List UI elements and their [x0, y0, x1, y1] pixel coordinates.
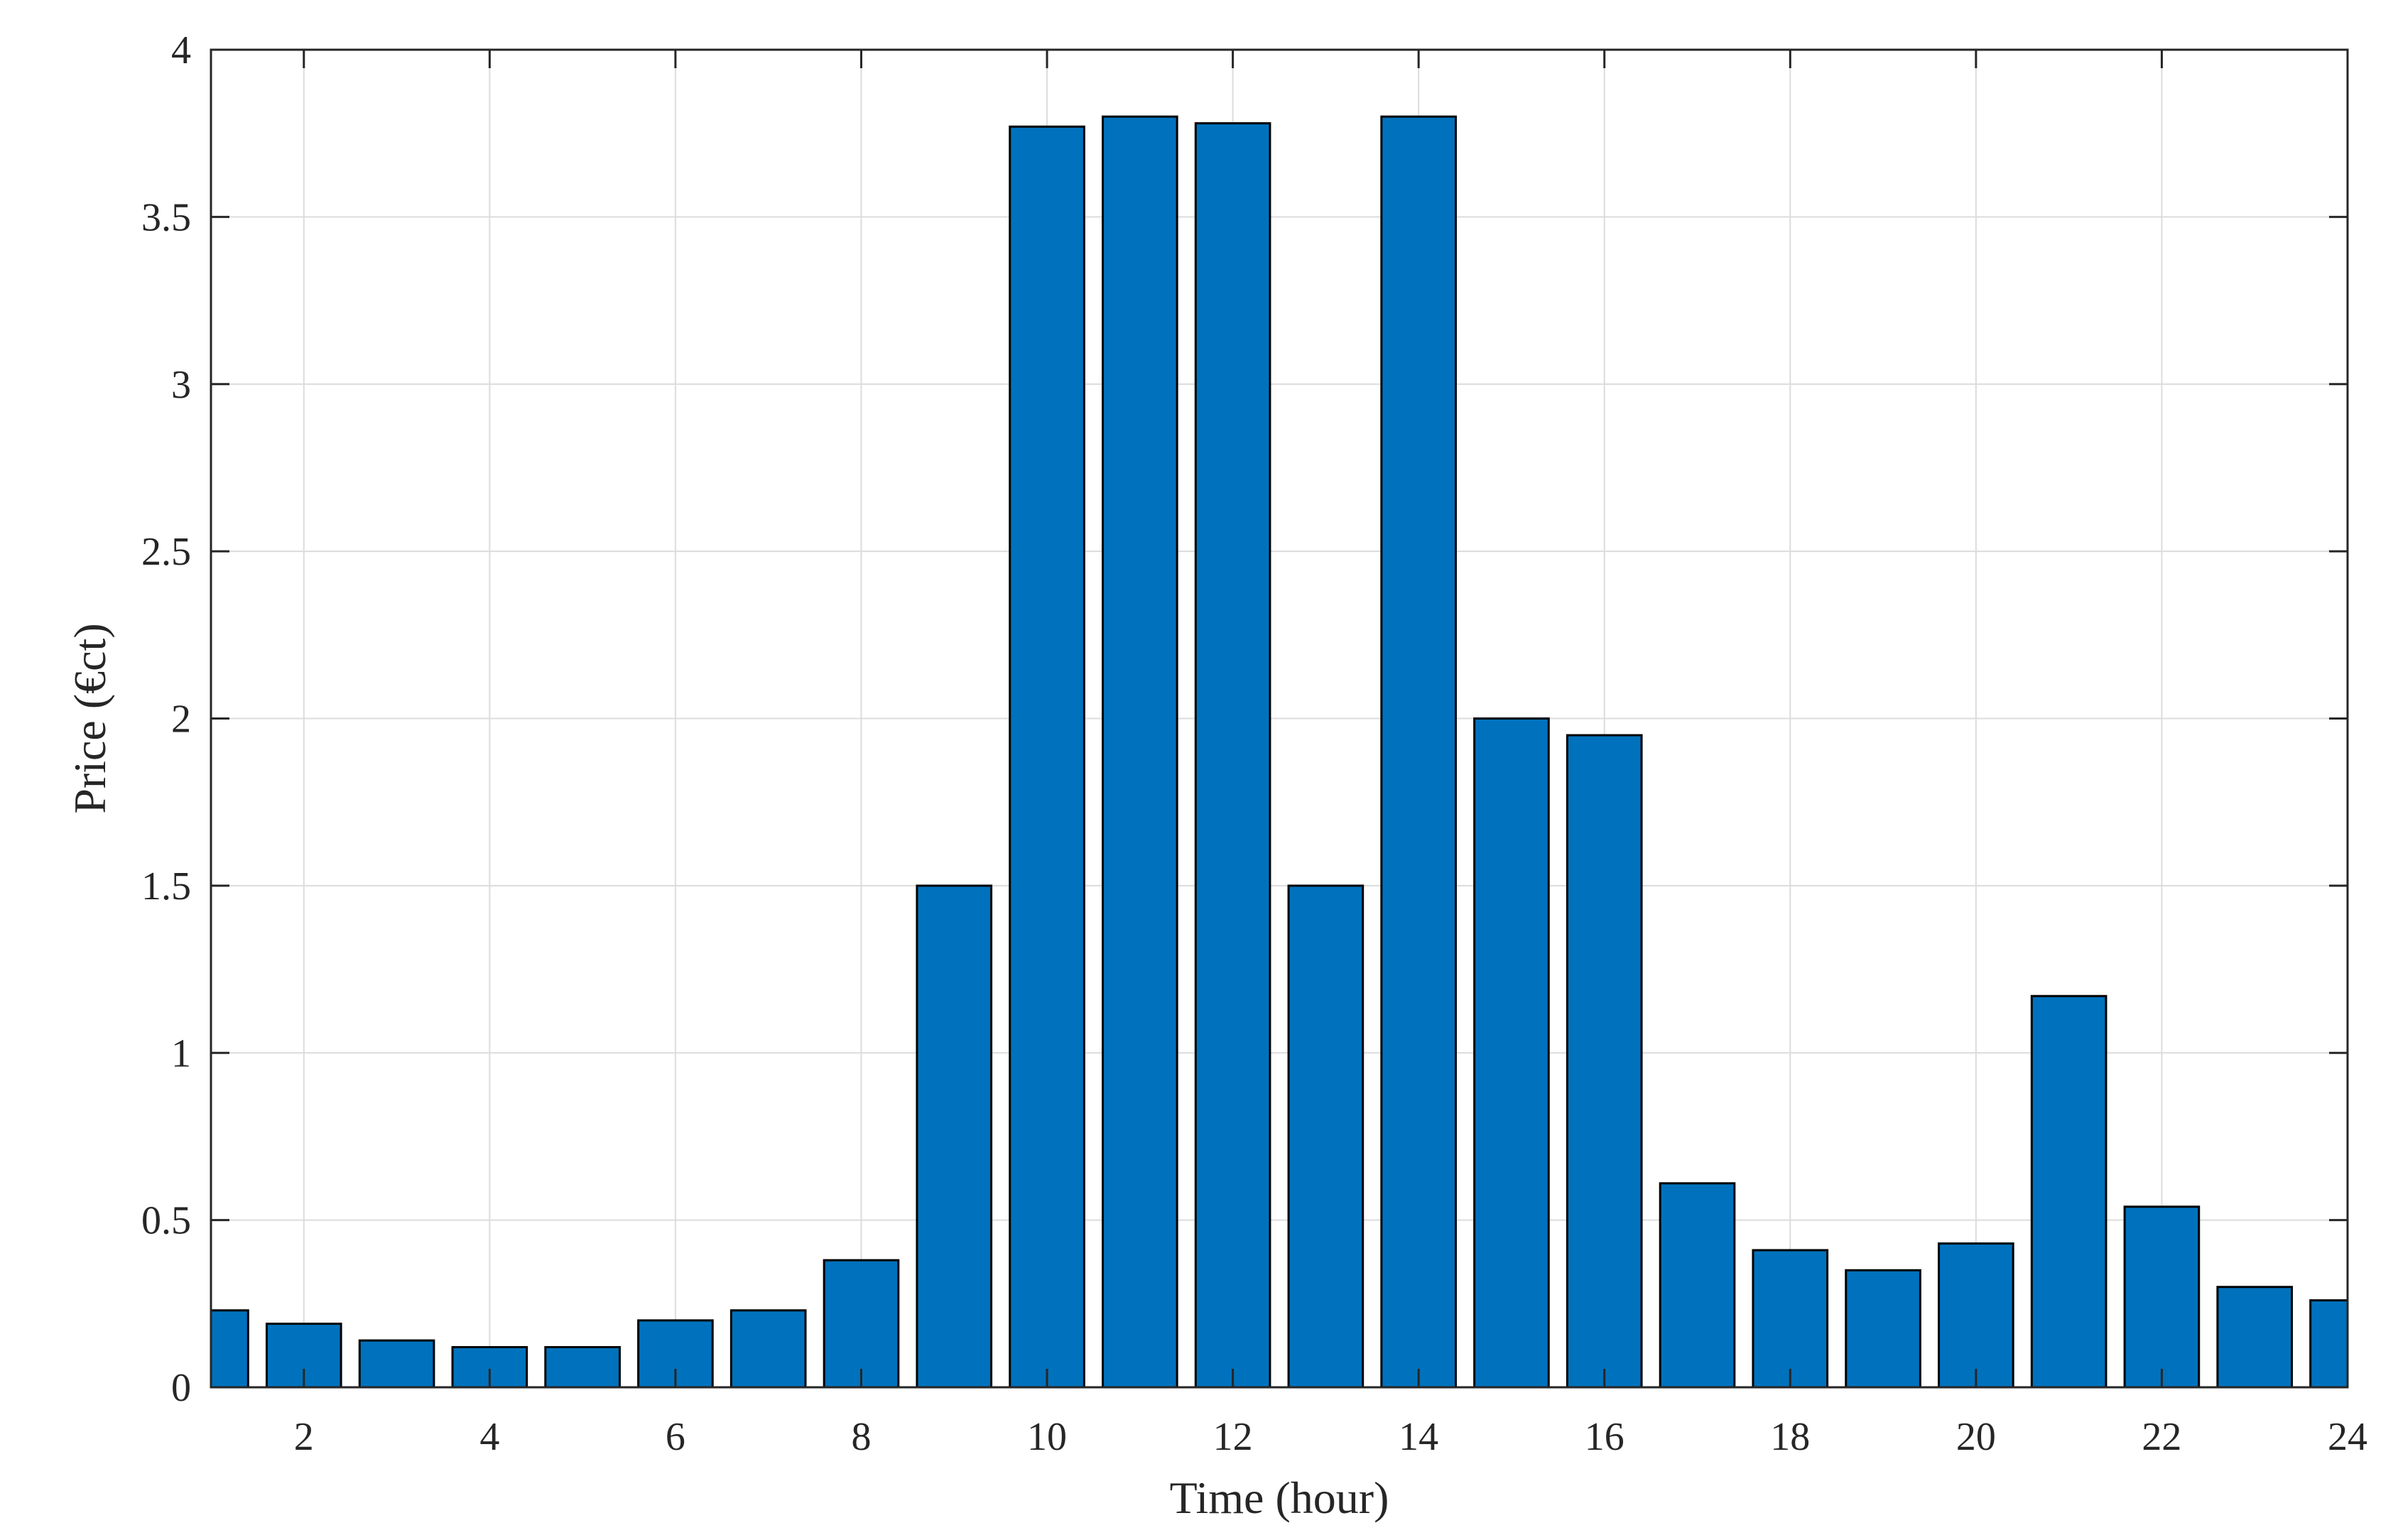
y-axis-label: Price (€ct) — [65, 623, 115, 813]
bar-hour-22 — [2123, 1205, 2201, 1387]
bar-hour-24 — [2309, 1299, 2348, 1387]
bar-hour-10 — [1009, 125, 1085, 1387]
x-tick-label: 6 — [666, 1415, 685, 1459]
bar-hour-15 — [1473, 717, 1550, 1387]
bar-hour-14 — [1380, 115, 1457, 1387]
bar-hour-18 — [1752, 1249, 1829, 1387]
x-tick-label: 16 — [1585, 1415, 1624, 1459]
x-tick-label: 8 — [851, 1415, 871, 1459]
bar-hour-16 — [1566, 734, 1643, 1387]
y-tick-label: 2 — [171, 698, 191, 742]
bar-hour-12 — [1194, 122, 1271, 1387]
bar-hour-11 — [1102, 115, 1178, 1387]
y-tick-label: 0 — [171, 1366, 191, 1410]
y-tick-labels: 0 0.5 1 1.5 2 2.5 3 3.5 4 — [141, 28, 191, 1410]
x-tick-label: 20 — [1956, 1415, 1996, 1459]
bar-hour-23 — [2216, 1286, 2294, 1387]
bar-hour-19 — [1845, 1269, 1921, 1387]
x-tick-label: 10 — [1027, 1415, 1067, 1459]
x-tick-label: 2 — [294, 1415, 314, 1459]
x-tick-label: 4 — [479, 1415, 499, 1459]
bar-hour-9 — [916, 884, 993, 1387]
y-tick-label: 3.5 — [141, 195, 191, 239]
x-tick-label: 14 — [1399, 1415, 1438, 1459]
x-tick-label: 12 — [1213, 1415, 1253, 1459]
bar-hour-5 — [544, 1346, 621, 1387]
x-tick-label: 24 — [2328, 1415, 2367, 1459]
x-tick-label: 18 — [1770, 1415, 1810, 1459]
y-tick-label: 4 — [171, 28, 191, 72]
y-tick-label: 1 — [171, 1031, 191, 1075]
bar-hour-17 — [1659, 1182, 1736, 1387]
x-tick-label: 22 — [2142, 1415, 2181, 1459]
bar-hour-21 — [2030, 994, 2107, 1387]
bars — [211, 115, 2348, 1387]
y-tick-label: 0.5 — [141, 1199, 191, 1243]
bar-hour-20 — [1938, 1242, 2014, 1387]
bar-hour-8 — [823, 1259, 900, 1387]
y-tick-label: 2.5 — [141, 530, 191, 574]
bar-hour-7 — [729, 1309, 807, 1387]
y-tick-label: 3 — [171, 363, 191, 407]
x-axis-label: Time (hour) — [1170, 1473, 1389, 1523]
bar-hour-3 — [358, 1339, 435, 1387]
grid-lines — [211, 49, 2348, 1388]
y-tick-label: 1.5 — [141, 864, 191, 909]
bar-hour-13 — [1287, 884, 1365, 1387]
bar-hour-1 — [211, 1309, 249, 1387]
x-tick-labels: 2 4 6 8 10 12 14 16 18 20 22 24 — [294, 1415, 2367, 1459]
axes-frame — [210, 48, 2349, 1389]
